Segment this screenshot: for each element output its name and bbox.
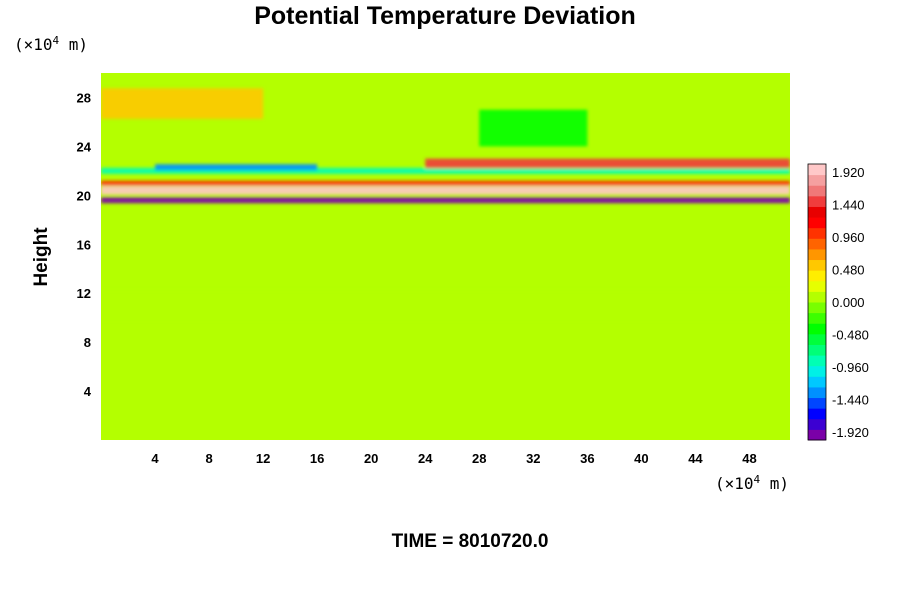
colorbar-swatch [808, 238, 826, 250]
x-tick-label: 20 [364, 451, 378, 466]
x-tick-label: 16 [310, 451, 324, 466]
x-tick-label: 44 [688, 451, 703, 466]
colorbar-swatch [808, 312, 826, 324]
y-tick-label: 12 [77, 286, 91, 301]
colorbar-swatch [808, 376, 826, 388]
x-tick-labels: 4 8 12 16 20 24 28 32 36 40 44 48 [151, 451, 756, 466]
colorbar-swatch [808, 280, 826, 292]
x-tick-label: 4 [151, 451, 159, 466]
colorbar: 1.920 1.440 0.960 0.480 0.000 -0.480 -0.960 -1.… [807, 163, 869, 441]
colorbar-swatch [808, 164, 826, 176]
colorbar-tick-label: -1.440 [832, 392, 869, 407]
x-tick-label: 36 [580, 451, 594, 466]
colorbar-swatch [808, 365, 826, 377]
heatmap-feature-7 [101, 88, 264, 119]
y-tick-label: 16 [77, 237, 91, 252]
x-tick-label: 28 [472, 451, 486, 466]
colorbar-swatch [808, 333, 826, 345]
colorbar-tick-label: 0.960 [832, 230, 865, 245]
heatmap-feature-8 [101, 290, 790, 321]
colorbar-swatch [808, 185, 826, 197]
plot-area [101, 73, 790, 440]
colorbar-tick-label: -0.480 [832, 327, 869, 342]
colorbar-tick-label: -1.920 [832, 425, 869, 440]
colorbar-swatch [808, 227, 826, 239]
x-tick-label: 12 [256, 451, 270, 466]
time-label: TIME = 8010720.0 [391, 531, 549, 552]
y-tick-label: 4 [84, 384, 92, 399]
heatmap-background [101, 73, 790, 440]
colorbar-swatch [808, 408, 826, 420]
colorbar-swatch [808, 248, 826, 261]
colorbar-tick-label: 1.920 [832, 165, 865, 180]
y-tick-label: 8 [84, 335, 91, 350]
x-tick-label: 32 [526, 451, 540, 466]
colorbar-swatch [808, 429, 826, 441]
colorbar-swatch [808, 291, 826, 303]
colorbar-swatch [808, 344, 826, 356]
heatmap-feature-2 [101, 180, 790, 186]
y-tick-label: 24 [77, 139, 92, 154]
colorbar-swatch [808, 270, 826, 282]
y-axis-unit: (×104 m) [14, 34, 89, 54]
colorbar-swatch [808, 418, 826, 430]
heatmap-feature-4 [425, 158, 790, 169]
colorbar-swatch [808, 355, 826, 367]
colorbar-tick-label: 0.000 [832, 295, 865, 310]
y-tick-label: 28 [77, 90, 91, 105]
colorbar-tick-label: -0.960 [832, 360, 869, 375]
heatmap-feature-3 [101, 167, 790, 174]
heatmap-feature-6 [479, 109, 588, 147]
colorbar-swatch [808, 397, 826, 409]
colorbar-swatch [808, 323, 826, 335]
colorbar-swatch [808, 174, 826, 186]
y-tick-label: 20 [77, 188, 91, 203]
colorbar-swatch [808, 386, 826, 399]
heatmap-feature-0 [101, 186, 790, 195]
colorbar-swatch [808, 302, 826, 314]
colorbar-tick-label: 1.440 [832, 198, 865, 213]
colorbar-swatch [808, 217, 826, 229]
x-tick-label: 40 [634, 451, 648, 466]
colorbar-swatch [808, 206, 826, 218]
x-tick-label: 48 [742, 451, 756, 466]
x-tick-label: 24 [418, 451, 433, 466]
heatmap-feature-1 [101, 197, 790, 204]
heatmap-feature-5 [155, 164, 318, 171]
y-tick-labels: 4 8 12 16 20 24 28 [77, 90, 92, 399]
colorbar-frame [807, 163, 827, 441]
colorbar-swatch [808, 259, 826, 271]
chart-title: Potential Temperature Deviation [254, 2, 636, 30]
colorbar-tick-label: 0.480 [832, 263, 865, 278]
x-axis-unit: (×104 m) [715, 473, 790, 493]
colorbar-swatch [808, 195, 826, 207]
x-tick-label: 8 [205, 451, 212, 466]
